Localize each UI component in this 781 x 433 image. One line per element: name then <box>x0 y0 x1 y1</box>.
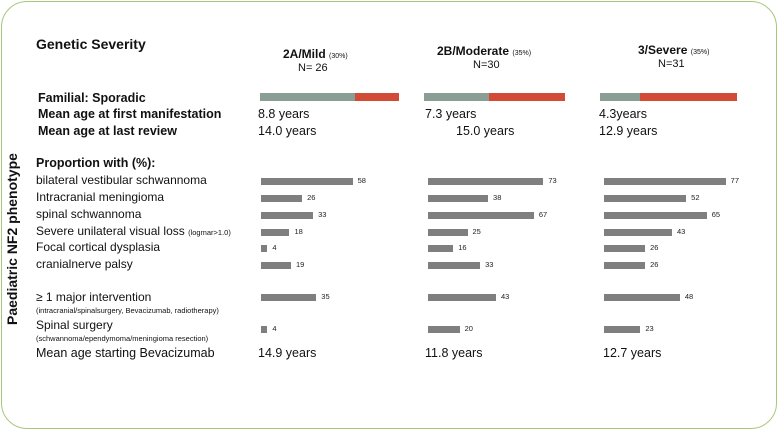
familial-sporadic-bar-moderate <box>424 93 565 101</box>
bar-mild <box>261 326 268 333</box>
bevacizumab-severe: 12.7 years <box>603 346 662 360</box>
bar-moderate <box>428 245 454 252</box>
column-n-severe: N=31 <box>658 58 685 70</box>
bar-value-label: 43 <box>676 227 686 236</box>
bar-value-label: 73 <box>548 176 557 185</box>
bar-value-label: 20 <box>464 324 473 333</box>
row-sub-spinal-surgery: (schwannoma/ependymoma/meningioma resect… <box>36 334 209 343</box>
familial-sporadic-label: Familial: Sporadic <box>38 91 146 105</box>
column-name: 3/Severe <box>638 43 688 57</box>
row-label-spinal-schwannoma: spinal schwannoma <box>36 207 142 221</box>
row-label-cortical-dysplasia: Focal cortical dysplasia <box>36 240 161 254</box>
familial-segment <box>260 93 355 101</box>
bar-mild <box>261 262 292 269</box>
last-review-label: Mean age at last review <box>38 124 177 138</box>
bar-moderate <box>428 326 460 333</box>
bar-value-label: 18 <box>294 227 303 236</box>
column-percent: (35%) <box>512 50 532 57</box>
row-label-major-intervention: ≥ 1 major intervention <box>36 290 152 304</box>
bar-moderate <box>428 178 544 185</box>
familial-segment <box>424 93 489 101</box>
bar-value-label: 77 <box>730 176 739 185</box>
row-label-bilateral-vs: bilateral vestibular schwannoma <box>36 173 207 187</box>
bar-severe <box>604 229 672 236</box>
bar-value-label: 38 <box>493 193 502 202</box>
last-review-severe: 12.9 years <box>599 124 658 138</box>
first-manifestation-mild: 8.8 years <box>258 107 310 121</box>
last-review-mild: 14.0 years <box>258 124 317 138</box>
row-label-spinal-surgery: Spinal surgery <box>36 318 113 332</box>
bar-value-label: 58 <box>357 176 366 185</box>
bar-mild <box>261 229 290 236</box>
row-sub-major-intervention: (intracranial/spinalsurgery, Bevacizumab… <box>36 306 219 315</box>
column-header-mild: 2A/Mild (30%) <box>283 47 348 61</box>
bar-moderate <box>428 229 468 236</box>
bar-value-label: 65 <box>711 210 721 219</box>
sporadic-segment <box>488 93 565 101</box>
bevacizumab-mild: 14.9 years <box>258 346 317 360</box>
column-percent: (30%) <box>329 53 348 60</box>
bar-moderate <box>428 195 489 202</box>
bar-mild <box>261 294 317 301</box>
column-name: 2B/Moderate <box>437 44 510 58</box>
row-label-cranial-nerve-palsy: cranialnerve palsy <box>36 257 133 271</box>
bar-value-label: 16 <box>458 243 467 252</box>
bar-mild <box>261 245 268 252</box>
bar-severe <box>604 178 726 185</box>
bar-value-label: 26 <box>307 193 316 202</box>
bar-value-label: 35 <box>321 292 330 301</box>
sporadic-segment <box>354 93 399 101</box>
column-n-mild: N= 26 <box>298 62 328 74</box>
first-manifestation-label: Mean age at first manifestation <box>38 107 222 121</box>
bar-severe <box>604 212 707 219</box>
bar-value-label: 26 <box>650 243 659 252</box>
bar-moderate <box>428 262 481 269</box>
bar-value-label: 4 <box>272 324 277 333</box>
bar-value-label: 48 <box>684 292 694 301</box>
bar-moderate <box>428 212 534 219</box>
bar-value-label: 43 <box>500 292 510 301</box>
bar-severe <box>604 326 641 333</box>
row-label-visual-loss: Severe unilateral visual loss (logmar>1.… <box>36 224 231 238</box>
bevacizumab-moderate: 11.8 years <box>425 346 483 360</box>
bar-value-label: 25 <box>472 227 481 236</box>
bar-mild <box>261 212 314 219</box>
familial-sporadic-bar-severe <box>600 93 737 101</box>
row-label-text: Severe unilateral visual loss <box>36 224 185 238</box>
bar-value-label: 19 <box>296 260 305 269</box>
bar-severe <box>604 245 646 252</box>
bar-value-label: 4 <box>272 243 277 252</box>
bar-mild <box>261 178 353 185</box>
bar-severe <box>604 195 687 202</box>
first-manifestation-severe: 4.3years <box>599 107 647 121</box>
bar-value-label: 67 <box>538 210 548 219</box>
bar-value-label: 33 <box>485 260 494 269</box>
bar-moderate <box>428 294 496 301</box>
y-axis-label: Paediatric NF2 phenotype <box>4 153 20 325</box>
first-manifestation-moderate: 7.3 years <box>425 107 477 121</box>
column-name: 2A/Mild <box>283 47 326 61</box>
bar-value-label: 52 <box>691 193 700 202</box>
bevacizumab-label: Mean age starting Bevacizumab <box>36 346 215 360</box>
chart-title: Genetic Severity <box>36 36 146 52</box>
column-n-moderate: N=30 <box>473 59 500 71</box>
bar-value-label: 33 <box>318 210 327 219</box>
bar-severe <box>604 262 646 269</box>
bar-value-label: 23 <box>645 324 654 333</box>
column-header-severe: 3/Severe (35%) <box>638 43 709 57</box>
row-label-subtext: (logmar>1.0) <box>188 228 231 237</box>
row-label-meningioma: Intracranial meningioma <box>36 190 165 204</box>
column-percent: (35%) <box>690 49 710 56</box>
bar-severe <box>604 294 680 301</box>
last-review-moderate: 15.0 years <box>456 124 515 138</box>
sporadic-segment <box>639 93 737 101</box>
bar-value-label: 26 <box>650 260 659 269</box>
bar-mild <box>261 195 303 202</box>
familial-sporadic-bar-mild <box>260 93 399 101</box>
familial-segment <box>600 93 640 101</box>
column-header-moderate: 2B/Moderate (35%) <box>437 44 531 58</box>
proportion-heading: Proportion with (%): <box>36 156 156 170</box>
